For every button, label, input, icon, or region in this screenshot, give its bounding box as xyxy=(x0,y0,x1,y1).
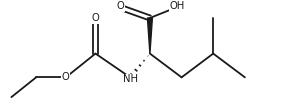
Text: OH: OH xyxy=(170,1,185,11)
Text: O: O xyxy=(92,13,99,23)
Text: O: O xyxy=(116,1,124,11)
Text: O: O xyxy=(62,72,70,82)
Text: NH: NH xyxy=(123,74,138,84)
Polygon shape xyxy=(147,18,153,54)
